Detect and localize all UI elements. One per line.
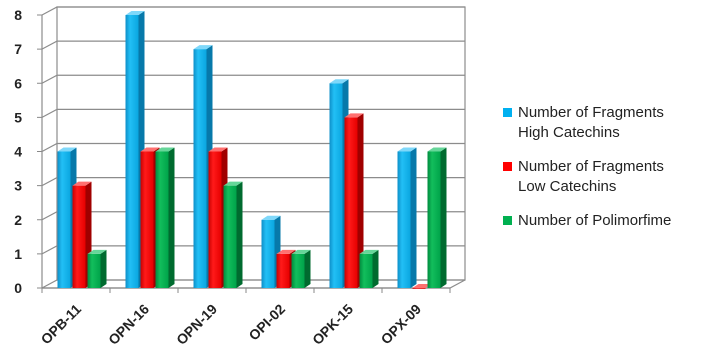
bar-front bbox=[345, 117, 358, 288]
y-tick-label: 2 bbox=[14, 212, 22, 228]
bar-side bbox=[373, 250, 379, 288]
legend-item: Number of Polimorfime bbox=[503, 211, 717, 231]
legend-swatch bbox=[503, 162, 512, 171]
bar-front bbox=[330, 83, 343, 288]
bar-front bbox=[88, 254, 101, 288]
bar bbox=[398, 148, 417, 289]
bar-front bbox=[58, 152, 71, 289]
legend: Number of Fragments High Catechins Number … bbox=[503, 103, 717, 245]
legend-label: Number of Fragments High Catechins bbox=[518, 103, 664, 143]
bar bbox=[224, 182, 243, 288]
bar-front bbox=[413, 288, 426, 289]
bar-side bbox=[237, 182, 243, 288]
y-tick-label: 8 bbox=[14, 7, 22, 23]
y-tick-label: 5 bbox=[14, 109, 22, 125]
bar-side bbox=[169, 148, 175, 289]
bar-front bbox=[262, 220, 275, 288]
bar bbox=[360, 250, 379, 288]
legend-swatch bbox=[503, 216, 512, 225]
bar-front bbox=[277, 254, 290, 288]
bar-front bbox=[224, 186, 237, 288]
bar-front bbox=[194, 49, 207, 288]
y-tick-label: 6 bbox=[14, 75, 22, 91]
x-tick-label: OPX-09 bbox=[378, 301, 425, 348]
bar bbox=[428, 148, 447, 289]
x-tick-label: OPB-11 bbox=[38, 301, 85, 348]
bar-front bbox=[156, 152, 169, 289]
bar-front bbox=[73, 186, 86, 288]
legend-swatch bbox=[503, 108, 512, 117]
bar-front bbox=[141, 152, 154, 289]
bar-side bbox=[101, 250, 107, 288]
gridline bbox=[42, 41, 465, 49]
legend-label: Number of Polimorfime bbox=[518, 211, 671, 231]
gridline bbox=[42, 75, 465, 83]
bar-front bbox=[126, 15, 139, 288]
bar-front bbox=[428, 152, 441, 289]
bars bbox=[58, 11, 447, 289]
bar-side bbox=[305, 250, 311, 288]
bar bbox=[292, 250, 311, 288]
x-tick-label: OPK-15 bbox=[309, 301, 356, 348]
x-tick-label: OPN-16 bbox=[105, 301, 152, 348]
x-tick-label: OPI-02 bbox=[245, 301, 288, 344]
bar-front bbox=[209, 152, 222, 289]
x-tick-label: OPN-19 bbox=[173, 301, 220, 348]
y-tick-label: 7 bbox=[14, 41, 22, 57]
y-tick-label: 3 bbox=[14, 178, 22, 194]
legend-item: Number of Fragments Low Catechins bbox=[503, 157, 717, 197]
bar-front bbox=[292, 254, 305, 288]
legend-item: Number of Fragments High Catechins bbox=[503, 103, 717, 143]
bar-front bbox=[398, 152, 411, 289]
gridline bbox=[42, 7, 465, 15]
y-tick-label: 4 bbox=[14, 144, 22, 160]
y-tick-label: 1 bbox=[14, 246, 22, 262]
legend-label: Number of Fragments Low Catechins bbox=[518, 157, 664, 197]
bar bbox=[156, 148, 175, 289]
y-tick-label: 0 bbox=[14, 280, 22, 296]
bar-side bbox=[441, 148, 447, 289]
bar-front bbox=[360, 254, 373, 288]
bar bbox=[88, 250, 107, 288]
bar-side bbox=[411, 148, 417, 289]
gridline bbox=[42, 109, 465, 117]
